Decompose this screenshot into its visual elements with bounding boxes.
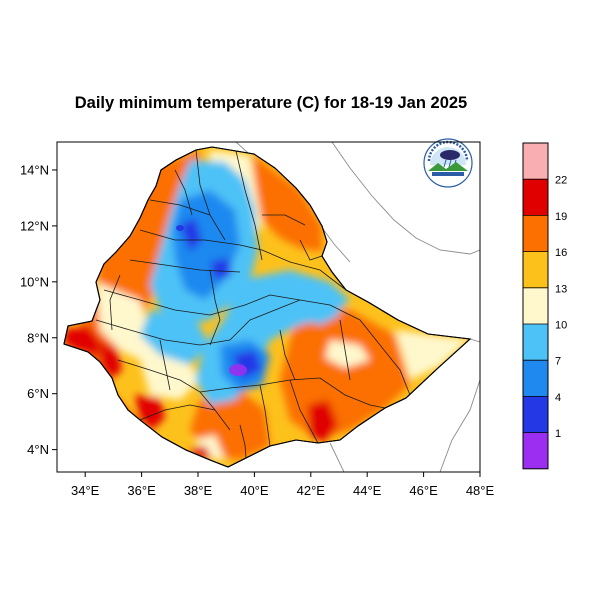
legend-swatch [523, 396, 548, 433]
lat-tick-label: 4°N [27, 442, 49, 457]
legend-swatch [523, 251, 548, 288]
gulf-coast [469, 338, 480, 343]
somalia-coast [439, 379, 480, 472]
legend-swatch [523, 432, 548, 469]
map-frame [56, 141, 481, 473]
ethiopia-border [63, 146, 472, 468]
legend-swatch [523, 143, 548, 180]
lon-tick-label: 34°E [71, 483, 100, 498]
lon-tick-label: 44°E [353, 483, 382, 498]
legend-swatch [523, 324, 548, 361]
legend-label: 7 [555, 356, 561, 368]
legend-swatch [523, 287, 548, 324]
temperature-legend: 22 19 16 13 10 7 4 1 [522, 142, 567, 470]
legend-label: 19 [555, 211, 567, 223]
lat-tick-label: 10°N [20, 274, 49, 289]
longitude-axis: 34°E 36°E 38°E 40°E 42°E 44°E 46°E 48°E [71, 472, 494, 498]
lon-tick-label: 48°E [466, 483, 495, 498]
agency-logo-icon [423, 138, 473, 188]
legend-swatch [523, 179, 548, 216]
legend-label: 1 [555, 428, 561, 440]
lat-tick-label: 12°N [20, 218, 49, 233]
lon-tick-label: 36°E [127, 483, 156, 498]
map-title: Daily minimum temperature (C) for 18-19 … [74, 94, 468, 112]
lat-tick-label: 8°N [27, 330, 49, 345]
kenya-border [329, 442, 345, 472]
lat-tick-label: 6°N [27, 386, 49, 401]
cold-pocket [176, 225, 184, 231]
lon-tick-label: 46°E [409, 483, 438, 498]
lat-tick-label: 14°N [20, 162, 49, 177]
lon-tick-label: 38°E [184, 483, 213, 498]
legend-swatch [523, 360, 548, 397]
legend-label: 10 [555, 320, 567, 332]
latitude-axis: 14°N 12°N 10°N 8°N 6°N 4°N [20, 162, 57, 457]
admin-boundaries [95, 149, 411, 459]
legend-swatch [523, 215, 548, 252]
legend-label: 16 [555, 247, 567, 259]
lon-tick-label: 42°E [297, 483, 326, 498]
legend-border [522, 142, 549, 470]
legend-label: 22 [555, 175, 567, 187]
red-sea-east-coast [331, 142, 480, 255]
coldest-core [229, 364, 247, 376]
lon-tick-label: 40°E [240, 483, 269, 498]
legend-label: 13 [555, 283, 567, 295]
legend-label: 4 [555, 392, 561, 404]
